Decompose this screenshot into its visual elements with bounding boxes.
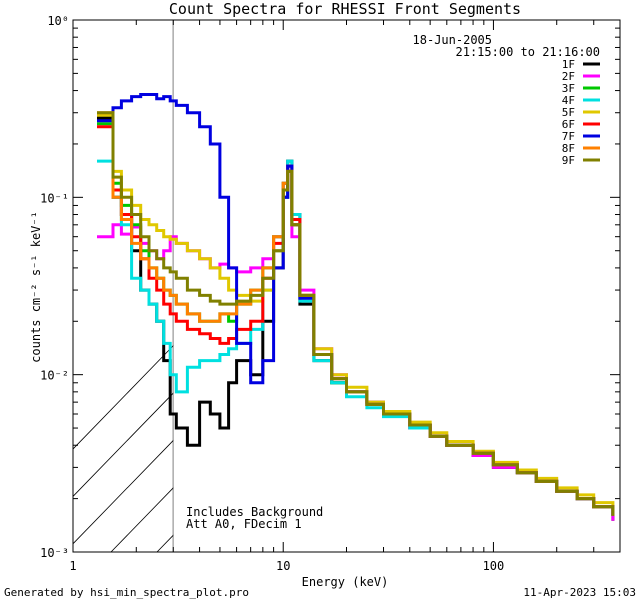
y-tick-label: 10⁰ [47, 14, 69, 28]
hatch-line [249, 0, 640, 552]
hatch-line [73, 345, 174, 450]
legend-label-8F: 8F [562, 142, 575, 155]
time-range-label: 21:15:00 to 21:16:00 [456, 45, 601, 59]
legend-label-2F: 2F [562, 70, 575, 83]
x-tick-label: 100 [483, 559, 505, 573]
series-line-9F [97, 111, 615, 516]
hatch-line [73, 439, 174, 545]
series-line-6F [97, 125, 615, 516]
legend-label-6F: 6F [562, 118, 575, 131]
hatched-region [73, 0, 640, 552]
legend-label-9F: 9F [562, 154, 575, 167]
series-line-7F [97, 93, 615, 516]
plot-frame [72, 19, 621, 553]
footer-timestamp: 11-Apr-2023 15:03 [523, 586, 636, 599]
annotation-line-1: Includes Background [186, 505, 323, 519]
hatch-line [73, 392, 174, 497]
legend-label-7F: 7F [562, 130, 575, 143]
y-tick-label: 10⁻¹ [40, 191, 69, 205]
series-line-1F [97, 116, 615, 521]
series-layer [97, 93, 615, 521]
legend-label-1F: 1F [562, 58, 575, 71]
hatch-line [110, 487, 174, 552]
footer-generated-by: Generated by hsi_min_spectra_plot.pro [4, 586, 249, 599]
series-line-4F [97, 159, 615, 516]
hatch-line [479, 0, 640, 552]
legend-label-4F: 4F [562, 94, 575, 107]
x-tick-label: 10 [276, 559, 290, 573]
date-label: 18-Jun-2005 [413, 33, 492, 47]
hatch-line [571, 0, 640, 552]
y-tick-label: 10⁻² [40, 369, 69, 383]
y-axis-label: counts cm⁻² s⁻¹ keV⁻¹ [29, 211, 43, 363]
hatch-line [387, 0, 640, 552]
x-tick-label: 1 [69, 559, 76, 573]
y-tick-label: 10⁻³ [40, 546, 69, 560]
series-line-2F [97, 164, 615, 521]
ticks-layer: 1 10 100 10⁰ 10⁻¹ 10⁻² 10⁻³ [40, 14, 621, 573]
annotation-line-2: Att A0, FDecim 1 [186, 517, 302, 531]
hatch-line [525, 0, 640, 552]
legend-label-3F: 3F [562, 82, 575, 95]
legend-label-5F: 5F [562, 106, 575, 119]
hatch-line [295, 0, 640, 552]
hatch-line [341, 0, 640, 552]
chart-title: Count Spectra for RHESSI Front Segments [169, 0, 521, 18]
series-line-3F [97, 122, 615, 516]
x-axis-label: Energy (keV) [302, 575, 389, 589]
